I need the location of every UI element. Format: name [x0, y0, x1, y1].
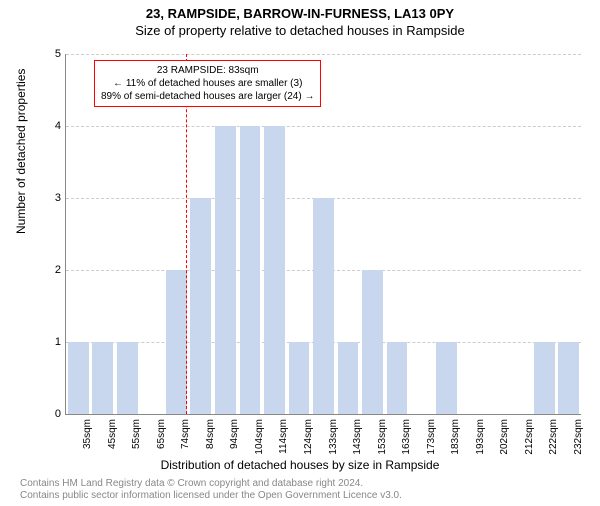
- histogram-bar: [313, 198, 334, 414]
- histogram-bar: [117, 342, 138, 414]
- histogram-bar: [558, 342, 579, 414]
- gridline: [66, 126, 581, 127]
- y-tick-label: 1: [55, 336, 61, 348]
- x-tick-label: 232sqm: [573, 419, 584, 455]
- y-tick-label: 5: [55, 48, 61, 60]
- chart-title-address: 23, RAMPSIDE, BARROW-IN-FURNESS, LA13 0P…: [0, 6, 600, 21]
- footer-line1: Contains HM Land Registry data © Crown c…: [20, 478, 402, 490]
- y-tick-label: 3: [55, 192, 61, 204]
- plot-region: 01234535sqm45sqm55sqm65sqm74sqm84sqm94sq…: [65, 54, 581, 415]
- annotation-box: 23 RAMPSIDE: 83sqm← 11% of detached hous…: [94, 60, 321, 107]
- x-tick-label: 133sqm: [328, 419, 339, 455]
- x-tick-label: 35sqm: [82, 419, 93, 449]
- x-tick-label: 114sqm: [278, 419, 289, 454]
- x-tick-label: 94sqm: [229, 419, 240, 449]
- chart-area: 01234535sqm45sqm55sqm65sqm74sqm84sqm94sq…: [65, 54, 580, 414]
- chart-title-desc: Size of property relative to detached ho…: [0, 23, 600, 38]
- histogram-bar: [338, 342, 359, 414]
- annotation-line1: 23 RAMPSIDE: 83sqm: [101, 64, 314, 77]
- x-tick-label: 74sqm: [180, 419, 191, 449]
- x-tick-label: 153sqm: [377, 419, 388, 455]
- x-tick-label: 163sqm: [401, 419, 412, 455]
- x-tick-label: 45sqm: [107, 419, 118, 449]
- x-axis-label: Distribution of detached houses by size …: [0, 458, 600, 472]
- x-tick-label: 173sqm: [426, 419, 437, 455]
- x-tick-label: 193sqm: [475, 419, 486, 455]
- y-tick-label: 0: [55, 408, 61, 420]
- x-tick-label: 84sqm: [205, 419, 216, 449]
- annotation-line2: ← 11% of detached houses are smaller (3): [101, 77, 314, 90]
- histogram-bar: [289, 342, 310, 414]
- histogram-bar: [190, 198, 211, 414]
- x-tick-label: 212sqm: [524, 419, 535, 455]
- annotation-line3: 89% of semi-detached houses are larger (…: [101, 90, 314, 103]
- histogram-bar: [436, 342, 457, 414]
- histogram-bar: [264, 126, 285, 414]
- y-tick-label: 2: [55, 264, 61, 276]
- x-tick-label: 222sqm: [548, 419, 559, 455]
- footer-attribution: Contains HM Land Registry data © Crown c…: [20, 478, 402, 502]
- histogram-bar: [215, 126, 236, 414]
- x-tick-label: 65sqm: [156, 419, 167, 449]
- histogram-bar: [240, 126, 261, 414]
- histogram-bar: [387, 342, 408, 414]
- x-tick-label: 143sqm: [352, 419, 363, 455]
- histogram-bar: [68, 342, 89, 414]
- x-tick-label: 183sqm: [450, 419, 461, 455]
- x-tick-label: 55sqm: [131, 419, 142, 449]
- reference-line: [186, 54, 187, 414]
- histogram-bar: [534, 342, 555, 414]
- x-tick-label: 104sqm: [254, 419, 265, 455]
- y-tick-label: 4: [55, 120, 61, 132]
- x-tick-label: 202sqm: [499, 419, 510, 455]
- gridline: [66, 54, 581, 55]
- histogram-bar: [362, 270, 383, 414]
- histogram-bar: [92, 342, 113, 414]
- y-axis-label: Number of detached properties: [14, 69, 28, 234]
- x-tick-label: 124sqm: [303, 419, 314, 455]
- footer-line2: Contains public sector information licen…: [20, 490, 402, 502]
- histogram-bar: [166, 270, 187, 414]
